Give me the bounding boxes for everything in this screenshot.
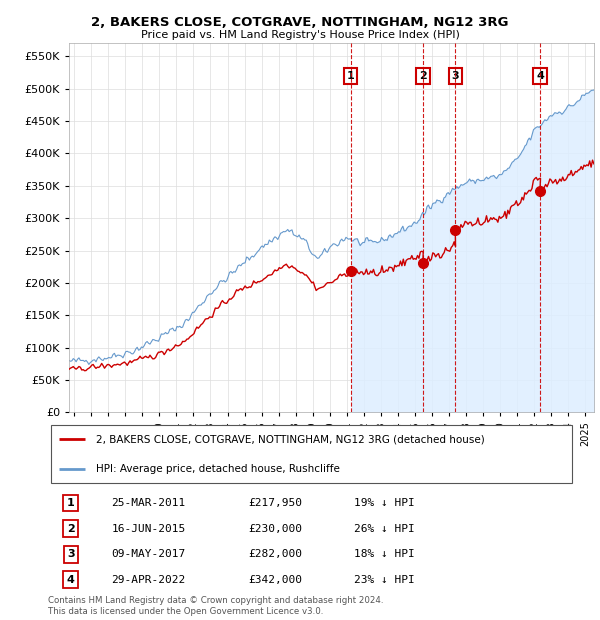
Text: 4: 4: [536, 71, 544, 81]
Text: £282,000: £282,000: [248, 549, 302, 559]
Text: 18% ↓ HPI: 18% ↓ HPI: [354, 549, 415, 559]
Text: This data is licensed under the Open Government Licence v3.0.: This data is licensed under the Open Gov…: [48, 607, 323, 616]
Text: 29-APR-2022: 29-APR-2022: [112, 575, 185, 585]
Text: 3: 3: [451, 71, 459, 81]
Text: 23% ↓ HPI: 23% ↓ HPI: [354, 575, 415, 585]
Text: 4: 4: [67, 575, 74, 585]
Text: 26% ↓ HPI: 26% ↓ HPI: [354, 524, 415, 534]
Text: 16-JUN-2015: 16-JUN-2015: [112, 524, 185, 534]
FancyBboxPatch shape: [50, 425, 572, 484]
Text: 1: 1: [67, 498, 74, 508]
Text: 2, BAKERS CLOSE, COTGRAVE, NOTTINGHAM, NG12 3RG (detached house): 2, BAKERS CLOSE, COTGRAVE, NOTTINGHAM, N…: [95, 434, 484, 444]
Text: 09-MAY-2017: 09-MAY-2017: [112, 549, 185, 559]
Text: £217,950: £217,950: [248, 498, 302, 508]
Text: 3: 3: [67, 549, 74, 559]
Text: 2, BAKERS CLOSE, COTGRAVE, NOTTINGHAM, NG12 3RG: 2, BAKERS CLOSE, COTGRAVE, NOTTINGHAM, N…: [91, 17, 509, 29]
Text: £230,000: £230,000: [248, 524, 302, 534]
Text: 2: 2: [419, 71, 427, 81]
Text: 19% ↓ HPI: 19% ↓ HPI: [354, 498, 415, 508]
Text: £342,000: £342,000: [248, 575, 302, 585]
Text: HPI: Average price, detached house, Rushcliffe: HPI: Average price, detached house, Rush…: [95, 464, 340, 474]
Text: Contains HM Land Registry data © Crown copyright and database right 2024.: Contains HM Land Registry data © Crown c…: [48, 596, 383, 604]
Text: 1: 1: [347, 71, 355, 81]
Text: 2: 2: [67, 524, 74, 534]
Text: Price paid vs. HM Land Registry's House Price Index (HPI): Price paid vs. HM Land Registry's House …: [140, 30, 460, 40]
Text: 25-MAR-2011: 25-MAR-2011: [112, 498, 185, 508]
